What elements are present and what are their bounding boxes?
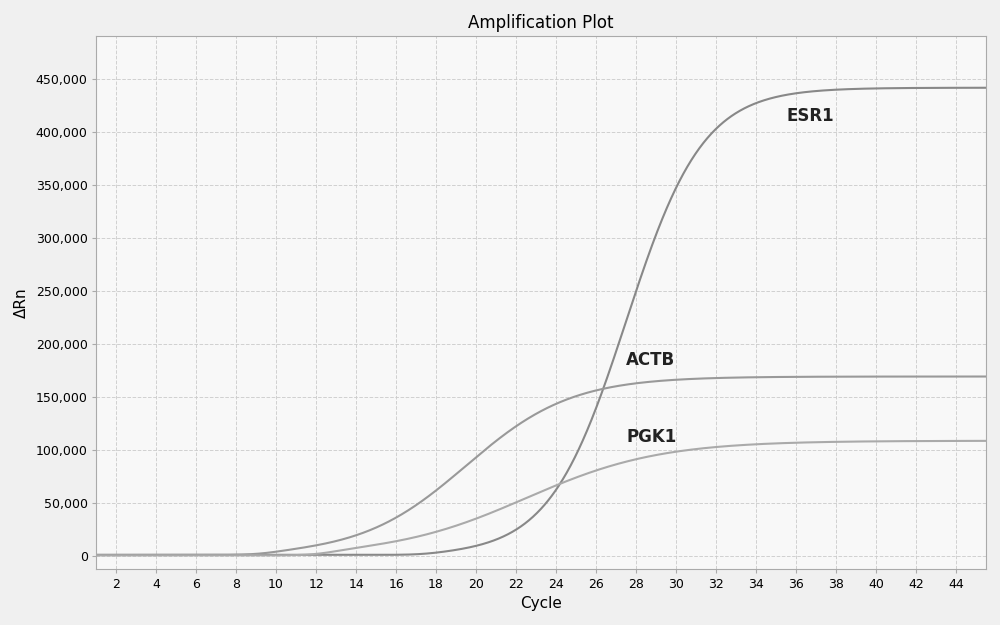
X-axis label: Cycle: Cycle [520,596,562,611]
Text: ACTB: ACTB [626,351,675,369]
Text: ESR1: ESR1 [786,107,834,125]
Text: PGK1: PGK1 [626,428,676,446]
Y-axis label: ΔRn: ΔRn [14,288,29,318]
Title: Amplification Plot: Amplification Plot [468,14,614,32]
